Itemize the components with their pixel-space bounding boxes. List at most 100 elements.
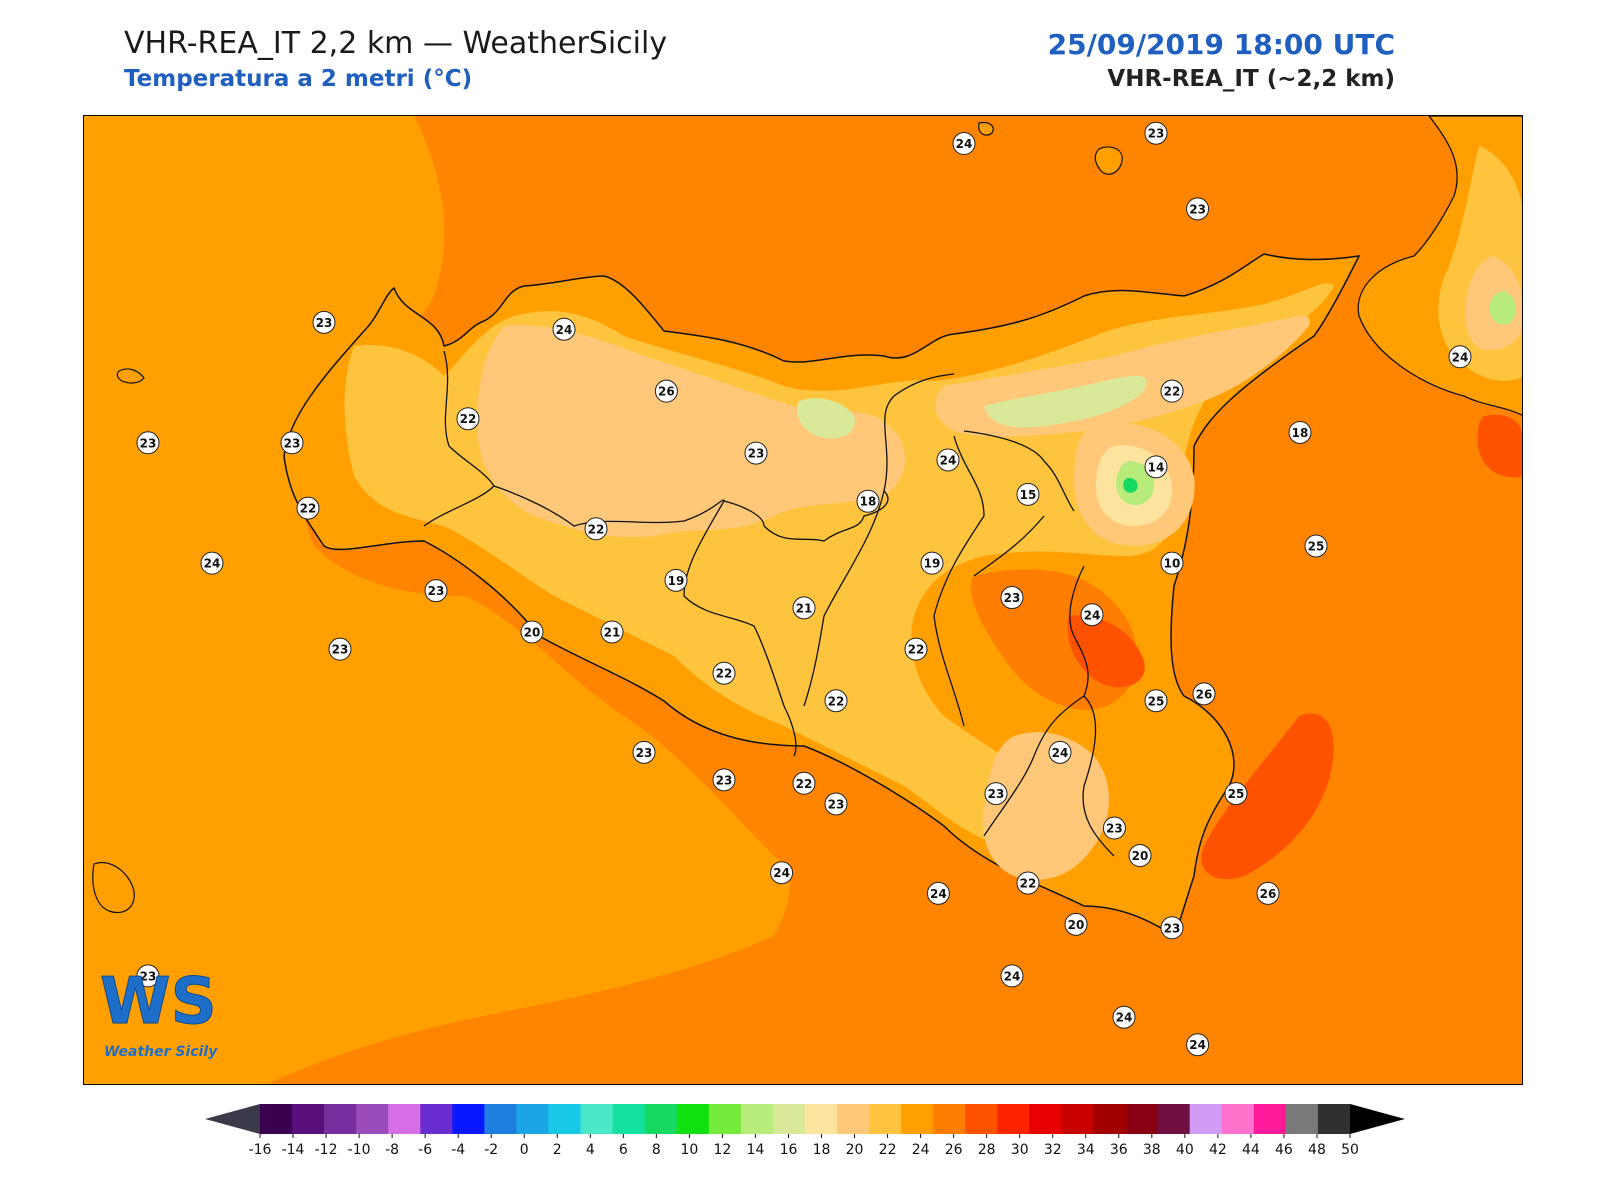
colorbar-tick-label: -16 — [249, 1142, 272, 1158]
station-value: 23 — [332, 643, 349, 657]
station-marker: 22 — [904, 637, 928, 661]
station-marker: 19 — [920, 551, 944, 575]
colorbar-swatch — [356, 1104, 389, 1134]
station-marker: 23 — [1102, 816, 1126, 840]
colorbar-tick-label: 36 — [1110, 1142, 1128, 1158]
colorbar-upper-extend — [1350, 1104, 1405, 1134]
station-labels: 24 23 23 23 24 26 23 23 22 23 24 22 24 18 14 15 18 22 22 25… — [136, 121, 1472, 1057]
station-marker: 23 — [1144, 121, 1168, 145]
colorbar-tick-label: 34 — [1077, 1142, 1095, 1158]
weather-sicily-logo: WS Weather Sicily — [96, 961, 256, 1061]
colorbar-tick-label: -12 — [315, 1142, 338, 1158]
colorbar-swatch — [612, 1104, 646, 1134]
colorbar-swatch — [580, 1104, 614, 1134]
station-value: 14 — [1148, 460, 1165, 474]
colorbar-swatch — [292, 1104, 325, 1134]
model-label: VHR-REA_IT (~2,2 km) — [1107, 66, 1395, 92]
station-marker: 22 — [296, 496, 320, 520]
station-value: 10 — [1164, 557, 1181, 571]
colorbar-tick-label: -4 — [451, 1142, 465, 1158]
colorbar-swatch — [1221, 1104, 1255, 1134]
station-marker: 22 — [1160, 379, 1184, 403]
colorbar-swatch — [1157, 1104, 1191, 1134]
colorbar-swatch — [452, 1104, 485, 1134]
colorbar-lower-extend — [205, 1104, 260, 1134]
colorbar-tick-label: 8 — [652, 1142, 661, 1158]
station-value: 23 — [284, 436, 301, 450]
station-value: 25 — [1148, 694, 1165, 708]
station-value: 24 — [1004, 969, 1021, 983]
colorbar-tick-label: -14 — [282, 1142, 305, 1158]
station-marker: 23 — [328, 637, 352, 661]
colorbar-tick-label: 24 — [912, 1142, 930, 1158]
station-value: 24 — [1189, 1038, 1206, 1052]
station-marker: 10 — [1160, 551, 1184, 575]
station-marker: 24 — [1000, 964, 1024, 988]
colorbar-tick-label: 0 — [520, 1142, 529, 1158]
madonie-cool — [796, 398, 855, 439]
station-marker: 23 — [136, 431, 160, 455]
station-value: 22 — [716, 667, 733, 681]
station-value: 22 — [796, 777, 813, 791]
colorbar-tick-label: 12 — [714, 1142, 732, 1158]
station-marker: 25 — [1304, 534, 1328, 558]
station-marker: 24 — [200, 551, 224, 575]
station-value: 23 — [636, 746, 653, 760]
datetime-label: 25/09/2019 18:00 UTC — [1047, 28, 1395, 61]
station-marker: 24 — [926, 881, 950, 905]
station-marker: 23 — [984, 782, 1008, 806]
station-value: 23 — [1106, 822, 1123, 836]
station-value: 23 — [428, 584, 445, 598]
colorbar-swatch — [1285, 1104, 1319, 1134]
colorbar-swatch — [837, 1104, 870, 1134]
station-value: 15 — [1020, 488, 1037, 502]
colorbar-swatch — [260, 1104, 293, 1134]
colorbar-tick-label: 32 — [1044, 1142, 1062, 1158]
pantelleria — [92, 862, 135, 913]
colorbar-swatch — [1061, 1104, 1095, 1134]
station-marker: 23 — [824, 792, 848, 816]
colorbar-tick-label: 22 — [879, 1142, 897, 1158]
station-value: 18 — [1292, 426, 1309, 440]
station-value: 24 — [930, 887, 947, 901]
station-marker: 26 — [1192, 682, 1216, 706]
station-marker: 23 — [280, 431, 304, 455]
station-value: 22 — [908, 643, 925, 657]
colorbar-swatch — [324, 1104, 357, 1134]
station-value: 24 — [940, 453, 957, 467]
station-marker: 23 — [136, 964, 160, 988]
colorbar-swatch — [740, 1104, 774, 1134]
station-marker: 15 — [1016, 482, 1040, 506]
station-marker: 25 — [1144, 689, 1168, 713]
colorbar-swatch — [1029, 1104, 1062, 1134]
station-marker: 14 — [1144, 455, 1168, 479]
colorbar-swatch — [644, 1104, 678, 1134]
station-value: 24 — [1084, 608, 1101, 622]
colorbar-tick-label: 26 — [945, 1142, 963, 1158]
station-marker: 20 — [520, 620, 544, 644]
logo-text: Weather Sicily — [104, 1044, 218, 1060]
ionian-warm-patch — [1201, 713, 1334, 880]
station-marker: 23 — [1160, 916, 1184, 940]
station-value: 20 — [1068, 918, 1085, 932]
ustica — [978, 121, 994, 136]
station-marker: 20 — [1128, 844, 1152, 868]
station-marker: 18 — [856, 489, 880, 513]
station-value: 20 — [1132, 849, 1149, 863]
ionian-warm-patch-2 — [1477, 414, 1522, 478]
colorbar-tick-label: 38 — [1143, 1142, 1161, 1158]
station-value: 23 — [1004, 591, 1021, 605]
colorbar-tick-label: 18 — [813, 1142, 831, 1158]
colorbar-swatch — [772, 1104, 806, 1134]
map-title: VHR-REA_IT 2,2 km — WeatherSicily — [124, 26, 668, 61]
interior-16-18 — [477, 325, 906, 538]
province-borders — [423, 350, 1115, 857]
station-value: 23 — [1148, 127, 1165, 141]
calabria-peak — [1489, 291, 1516, 325]
station-marker: 19 — [664, 568, 688, 592]
station-value: 21 — [604, 625, 621, 639]
station-marker: 21 — [600, 620, 624, 644]
station-value: 23 — [140, 436, 157, 450]
colorbar-swatch — [901, 1104, 934, 1134]
station-marker: 24 — [1186, 1033, 1210, 1057]
